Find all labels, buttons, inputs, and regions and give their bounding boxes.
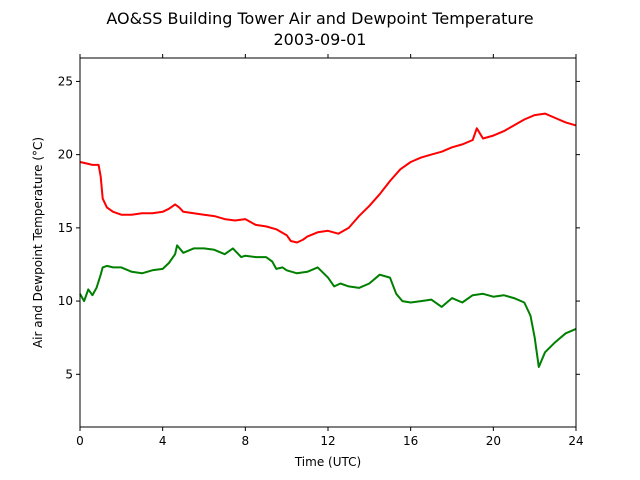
x-tick-label: 12: [320, 434, 335, 448]
series-line-2: [79, 244, 577, 368]
x-axis-label: Time (UTC): [294, 455, 361, 469]
x-tick-label: 4: [159, 434, 167, 448]
x-axis-ticks: 0 4 8 12 16 20 24: [76, 54, 584, 448]
x-tick-label: 0: [76, 434, 84, 448]
x-tick-label: 24: [568, 434, 583, 448]
y-tick-label: 5: [65, 367, 73, 381]
y-axis-label: Air and Dewpoint Temperature (°C): [31, 137, 45, 348]
y-tick-label: 10: [58, 294, 73, 308]
x-tick-label: 20: [486, 434, 501, 448]
x-tick-label: 8: [242, 434, 250, 448]
plot-lines: [79, 112, 577, 368]
y-tick-label: 20: [58, 148, 73, 162]
x-tick-label: 16: [403, 434, 418, 448]
plot-frame: [79, 57, 577, 428]
series-line-1: [79, 112, 577, 244]
chart-title: AO&SS Building Tower Air and Dewpoint Te…: [106, 9, 533, 28]
y-tick-label: 25: [58, 74, 73, 88]
y-axis-ticks: 5 10 15 20 25: [58, 74, 580, 381]
chart-subtitle: 2003-09-01: [274, 30, 367, 49]
y-tick-label: 15: [58, 221, 73, 235]
